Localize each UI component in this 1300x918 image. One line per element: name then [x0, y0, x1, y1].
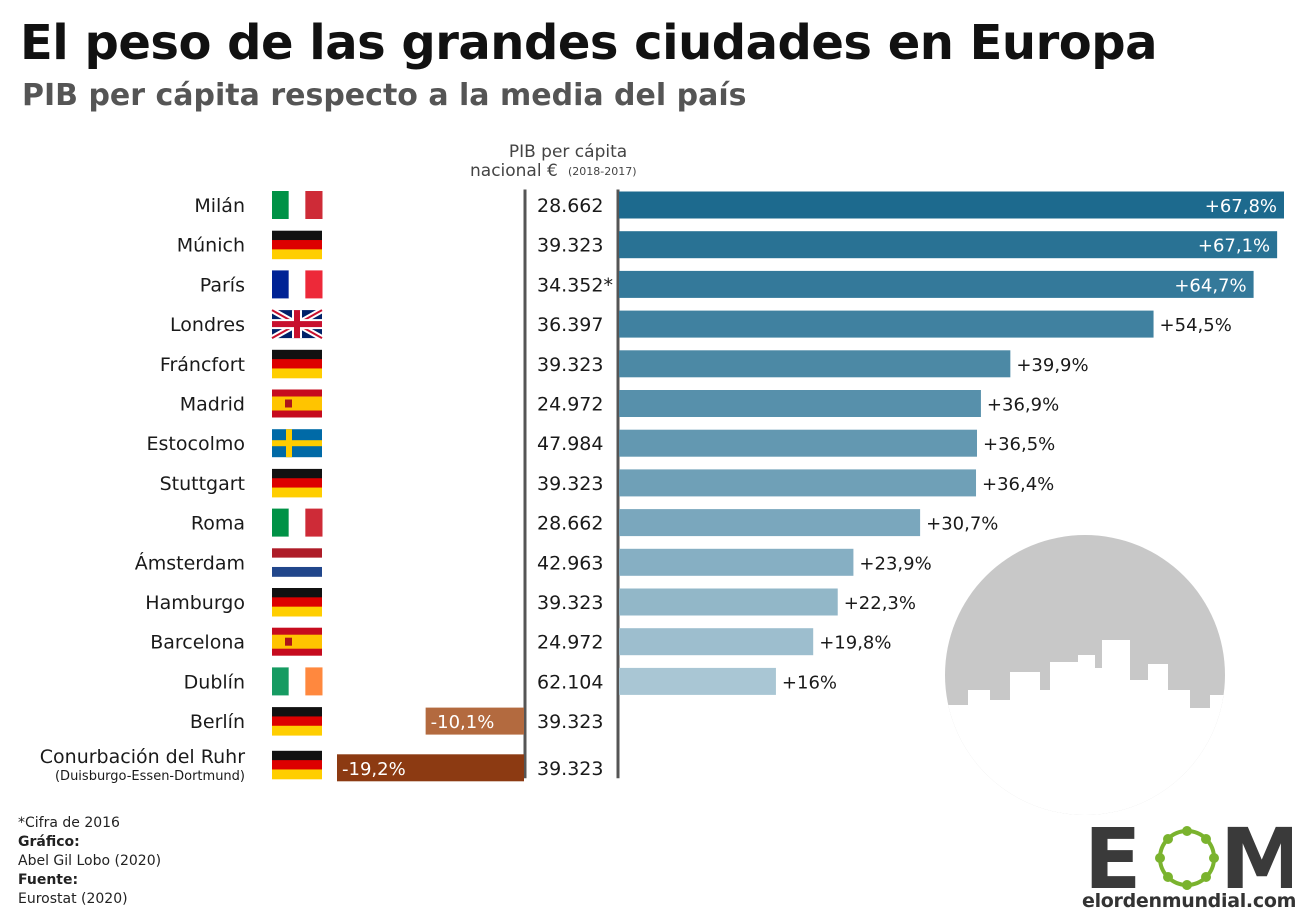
flag-ie-icon	[272, 667, 323, 696]
flag-nl-icon	[272, 548, 322, 577]
bar-value-label: +36,9%	[987, 395, 1059, 416]
logo-url[interactable]: elordenmundial.com	[1082, 890, 1297, 912]
national-gdp-value: 39.323	[537, 711, 603, 733]
bar	[619, 350, 1011, 378]
bar-value-label: +67,8%	[1205, 196, 1277, 217]
national-gdp-value: 39.323	[537, 592, 603, 614]
column-header-years: (2018-2017)	[568, 165, 637, 178]
national-gdp-value: 24.972	[537, 632, 603, 654]
bar-value-label: +16%	[782, 672, 837, 693]
national-gdp-value: 62.104	[537, 671, 603, 693]
bar-value-label: +64,7%	[1174, 275, 1246, 296]
bar	[619, 390, 981, 417]
bar	[619, 469, 977, 497]
flag-gb-icon	[270, 307, 324, 341]
national-gdp-value: 24.972	[537, 394, 603, 416]
national-gdp-value: 39.323	[537, 473, 603, 495]
category-label: Milán	[194, 195, 245, 217]
city-skyline-illustration	[945, 535, 1225, 815]
flag-se-icon	[272, 429, 322, 458]
category-label: Ámsterdam	[135, 551, 245, 574]
footer: *Cifra de 2016 Gráfico: Abel Gil Lobo (2…	[18, 814, 161, 909]
category-label: Berlín	[190, 711, 245, 733]
bar	[619, 270, 1254, 298]
bar	[619, 509, 921, 537]
category-label: París	[200, 274, 245, 296]
flag-es-icon	[272, 389, 322, 418]
bar	[619, 628, 814, 656]
eom-logo: E M	[1084, 812, 1292, 908]
source-value: Eurostat (2020)	[18, 891, 128, 907]
category-label: Dublín	[184, 671, 245, 693]
flag-it-icon	[272, 508, 323, 537]
bar-value-label: +36,4%	[982, 474, 1054, 495]
category-label: Hamburgo	[145, 592, 245, 614]
footnote: *Cifra de 2016	[18, 815, 120, 831]
national-gdp-value: 39.323	[537, 235, 603, 257]
logo-letter-m: M	[1220, 812, 1292, 908]
category-label: Madrid	[180, 394, 245, 416]
flag-de-icon	[272, 349, 322, 379]
logo-letter-e: E	[1084, 812, 1141, 908]
flag-fr-icon	[272, 270, 323, 299]
national-gdp-value: 34.352*	[537, 274, 613, 296]
flag-de-icon	[272, 588, 322, 617]
bar-value-label: +39,9%	[1016, 355, 1088, 376]
bar-value-label: +30,7%	[926, 514, 998, 535]
column-header-line1: PIB per cápita	[509, 142, 627, 162]
chart-subtitle: PIB per cápita respecto a la media del p…	[22, 78, 747, 113]
flag-it-icon	[272, 191, 323, 219]
category-label: Conurbación del Ruhr	[40, 746, 245, 768]
category-label: Barcelona	[150, 632, 245, 654]
category-label: Stuttgart	[160, 473, 245, 495]
bar	[619, 310, 1154, 338]
bar	[619, 667, 776, 695]
national-gdp-value: 39.323	[537, 354, 603, 376]
bar	[425, 707, 524, 735]
national-gdp-value: 36.397	[537, 314, 603, 336]
bar	[619, 548, 854, 576]
bar-value-label: +67,1%	[1198, 236, 1270, 257]
category-label: Roma	[191, 513, 245, 535]
logo-globe-icon	[1155, 826, 1219, 890]
national-gdp-value: 28.662	[537, 195, 603, 217]
category-label: Fráncfort	[160, 354, 245, 376]
category-label: Múnich	[177, 235, 245, 257]
bar-value-label: +36,5%	[983, 434, 1055, 455]
bar	[619, 191, 1284, 219]
graphic-author: Abel Gil Lobo (2020)	[18, 853, 162, 869]
flag-de-icon	[272, 468, 322, 498]
bar-value-label: +19,8%	[819, 633, 891, 654]
bar-value-label: +54,5%	[1160, 315, 1232, 336]
bar	[619, 588, 838, 616]
national-gdp-value: 47.984	[537, 433, 603, 455]
national-gdp-value: 39.323	[537, 758, 603, 780]
bar-value-label: +23,9%	[859, 553, 931, 574]
bar-value-label: -10,1%	[431, 712, 495, 733]
flag-de-icon	[272, 707, 322, 736]
chart-title: El peso de las grandes ciudades en Europ…	[20, 15, 1157, 71]
national-gdp-value: 28.662	[537, 513, 603, 535]
category-label: Estocolmo	[147, 433, 245, 455]
bar-value-label: -19,2%	[342, 759, 406, 780]
flag-de-icon	[272, 750, 322, 780]
bar	[619, 231, 1278, 259]
category-note: (Duisburgo-Essen-Dortmund)	[55, 769, 245, 784]
national-gdp-value: 42.963	[537, 552, 603, 574]
category-label: Londres	[170, 314, 245, 336]
bar	[337, 754, 524, 782]
bar	[619, 429, 978, 457]
flag-es-icon	[272, 627, 322, 656]
graphic-label: Gráfico:	[18, 834, 80, 850]
flag-de-icon	[272, 230, 322, 260]
column-header-line2: nacional €	[470, 161, 558, 181]
source-label: Fuente:	[18, 872, 79, 888]
bar-value-label: +22,3%	[844, 593, 916, 614]
